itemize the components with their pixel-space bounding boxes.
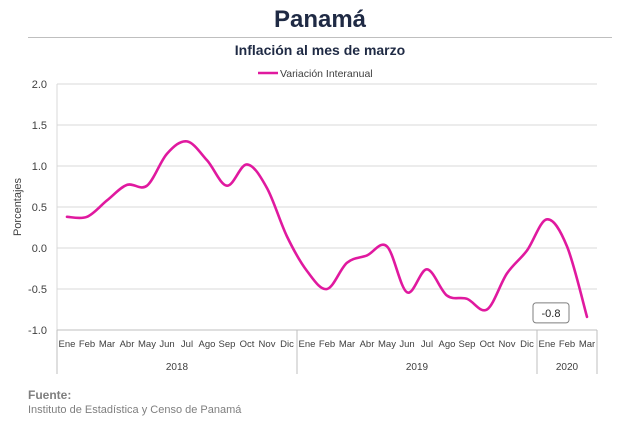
x-tick-label: Feb — [319, 339, 335, 350]
x-tick-label: Ene — [59, 339, 76, 350]
x-tick-label: Mar — [579, 339, 595, 350]
x-tick-label: Feb — [559, 339, 575, 350]
x-tick-label: Nov — [499, 339, 516, 350]
source-heading: Fuente: — [28, 388, 72, 402]
x-tick-label: Mar — [339, 339, 355, 350]
y-axis-title: Porcentajes — [12, 177, 24, 236]
series-line — [65, 140, 589, 319]
x-tick-label: Mar — [99, 339, 115, 350]
x-tick-label: Abr — [360, 339, 375, 350]
x-tick-label: Sep — [459, 339, 476, 350]
legend-label: Variación Interanual — [280, 68, 373, 80]
x-tick-label: Abr — [120, 339, 135, 350]
y-tick-label: 1.5 — [32, 120, 47, 132]
y-tick-label: 1.0 — [32, 161, 47, 173]
x-tick-label: Jul — [181, 339, 193, 350]
x-tick-label: Dic — [280, 339, 294, 350]
chart-subtitle: Inflación al mes de marzo — [234, 42, 406, 58]
x-tick-label: Jun — [159, 339, 174, 350]
source-text: Instituto de Estadística y Censo de Pana… — [28, 404, 242, 416]
x-tick-label: Ago — [199, 339, 216, 350]
x-tick-label: May — [378, 339, 396, 350]
y-tick-label: 2.0 — [32, 79, 47, 91]
annotation-box — [532, 302, 570, 324]
x-tick-label: May — [138, 339, 156, 350]
year-label: 2018 — [166, 362, 189, 373]
y-tick-label: -1.0 — [28, 325, 47, 337]
x-tick-label: Oct — [240, 339, 255, 350]
x-tick-label: Feb — [79, 339, 95, 350]
year-label: 2019 — [406, 362, 429, 373]
x-tick-label: Jul — [421, 339, 433, 350]
annotation-label: -0.8 — [542, 308, 561, 320]
x-tick-label: Ene — [299, 339, 316, 350]
x-tick-label: Ago — [439, 339, 456, 350]
title-divider — [28, 37, 612, 38]
y-tick-label: 0.0 — [32, 243, 47, 255]
x-tick-label: Sep — [219, 339, 236, 350]
x-tick-label: Nov — [259, 339, 276, 350]
x-tick-label: Oct — [480, 339, 495, 350]
x-tick-label: Ene — [539, 339, 556, 350]
x-tick-label: Jun — [399, 339, 414, 350]
y-tick-label: -0.5 — [28, 284, 47, 296]
chart-title: Panamá — [273, 6, 367, 33]
year-label: 2020 — [556, 362, 579, 373]
x-tick-label: Dic — [520, 339, 534, 350]
y-tick-label: 0.5 — [32, 202, 47, 214]
